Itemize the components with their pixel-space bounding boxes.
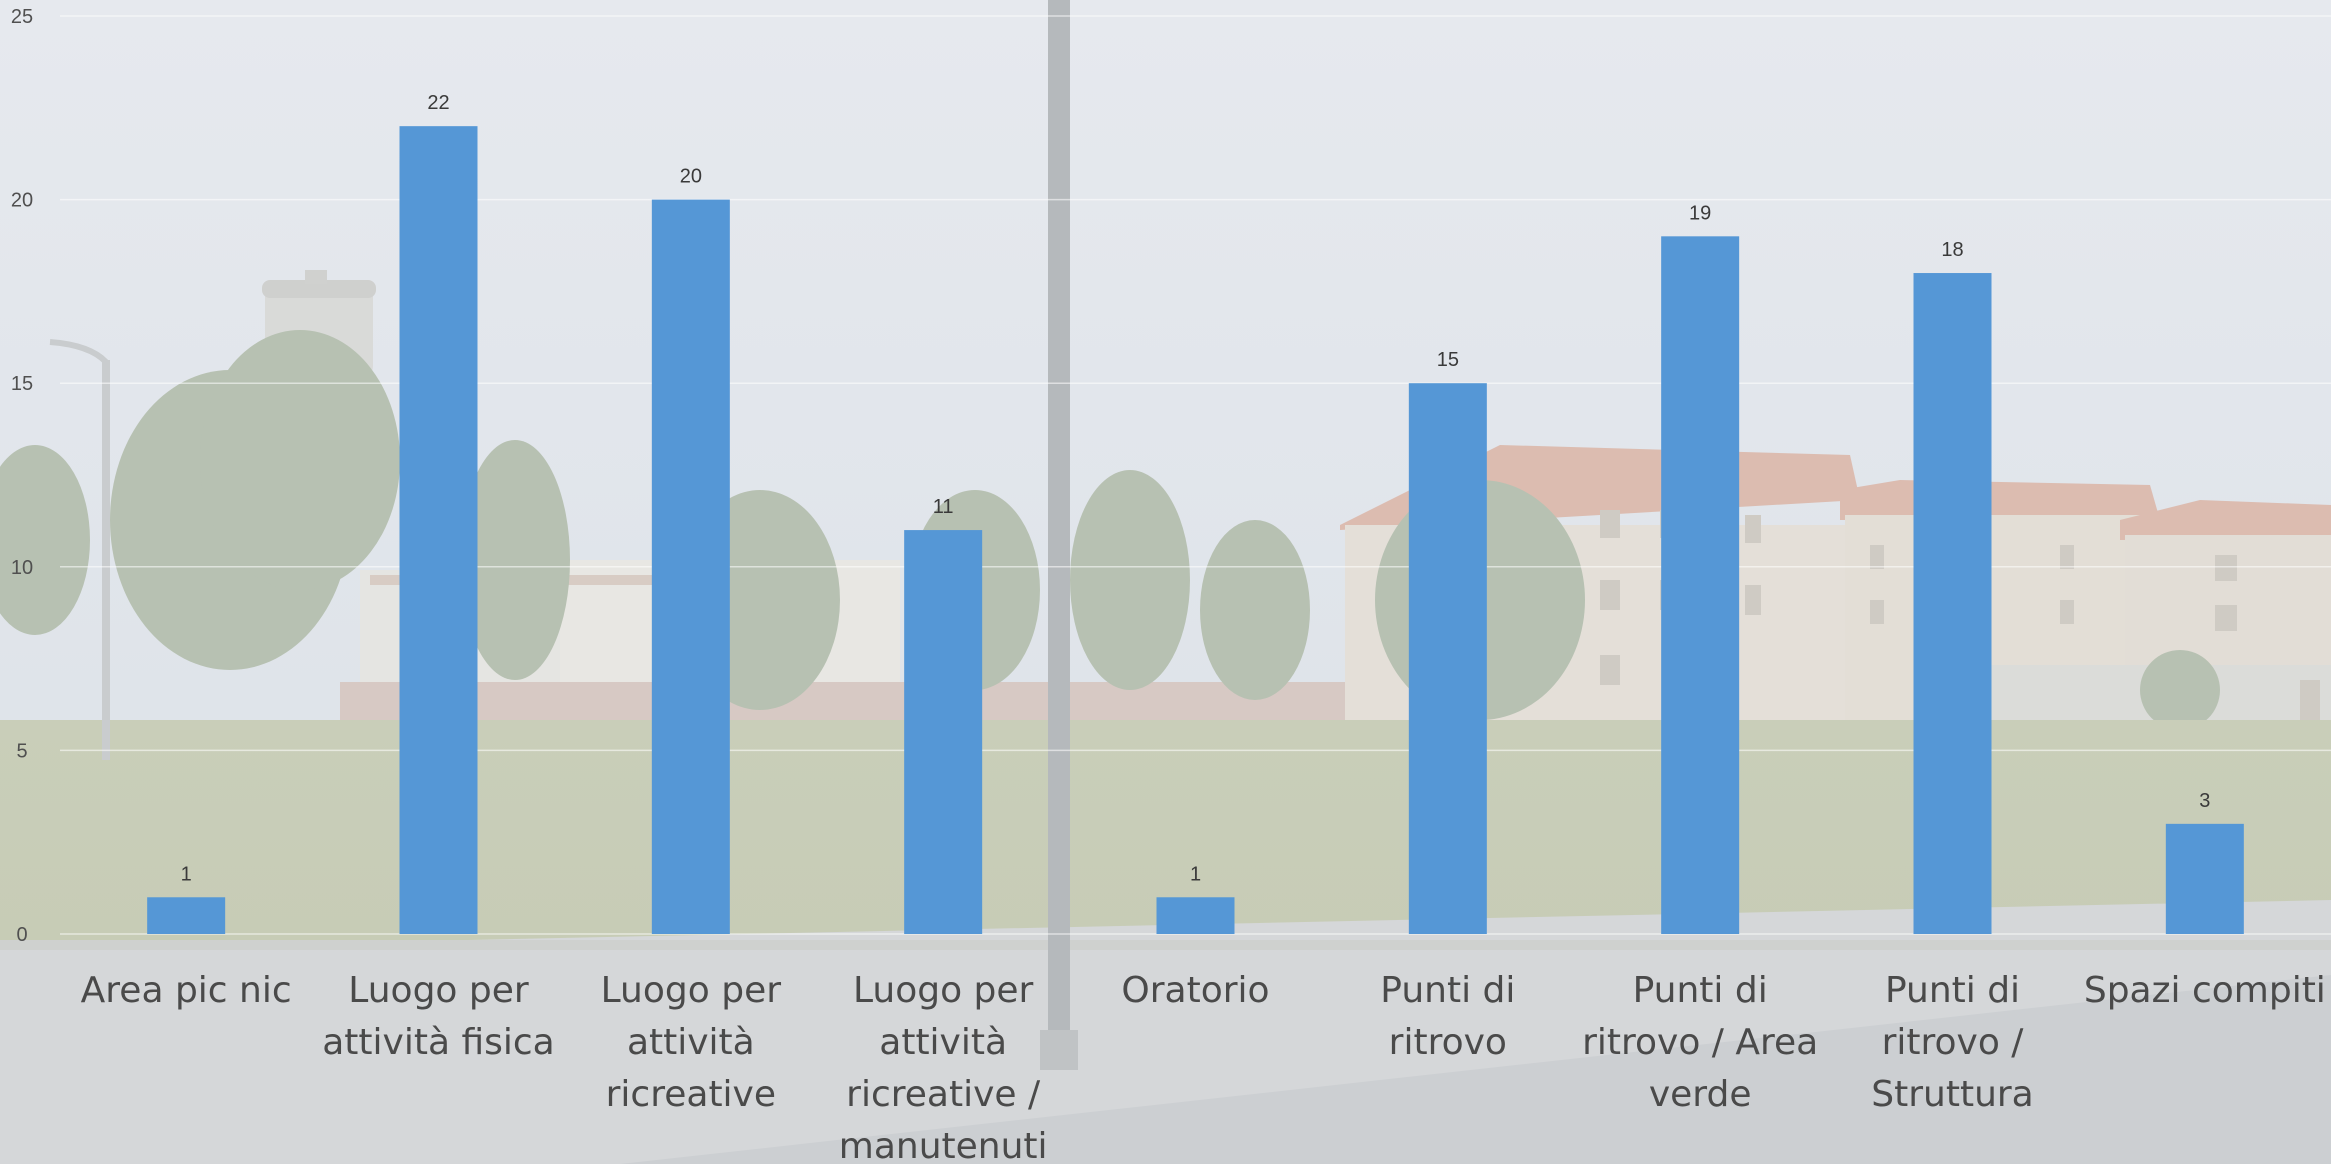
- category-label: Luogo per attività ricreative: [601, 970, 782, 1115]
- data-label: 18: [1941, 239, 1963, 261]
- category-label-line: ricreative /: [846, 1074, 1041, 1115]
- bar: [1408, 383, 1487, 934]
- category-label-line: Luogo per: [853, 970, 1034, 1011]
- y-tick-label: 25: [11, 6, 33, 28]
- category-label-line: attività fisica: [322, 1022, 555, 1063]
- category-label-line: ritrovo /: [1882, 1022, 2025, 1063]
- category-label-line: Luogo per: [348, 970, 529, 1011]
- category-label-line: Spazi compiti: [2084, 970, 2326, 1011]
- data-label: 15: [1437, 349, 1459, 371]
- category-label: Oratorio: [1121, 970, 1269, 1011]
- category-label: Area pic nic: [81, 970, 292, 1011]
- category-label-line: Oratorio: [1121, 970, 1269, 1011]
- data-label: 3: [2199, 790, 2210, 812]
- x-axis-labels: Area pic nic Luogo per attività fisicaLuog…: [81, 970, 2326, 1164]
- bar: [399, 126, 478, 934]
- category-label-line: attività: [627, 1022, 755, 1063]
- category-label: Punti di ritrovo / Struttura: [1871, 970, 2034, 1115]
- bar: [1661, 236, 1740, 934]
- category-label-line: Punti di: [1633, 970, 1768, 1011]
- bar: [651, 199, 730, 935]
- category-label-line: Area pic nic: [81, 970, 292, 1011]
- y-tick-label: 10: [11, 557, 33, 579]
- data-label: 1: [1190, 863, 1201, 885]
- category-label-line: attività: [879, 1022, 1007, 1063]
- bar: [1156, 897, 1235, 934]
- category-label-line: ricreative: [606, 1074, 776, 1115]
- bars: [147, 126, 2244, 935]
- data-label: 22: [427, 92, 449, 114]
- category-label: Luogo per attività ricreative / manutenuti: [839, 970, 1048, 1164]
- category-label-line: ritrovo / Area: [1582, 1022, 1818, 1063]
- category-label-line: Struttura: [1871, 1074, 2034, 1115]
- category-label-line: Punti di: [1885, 970, 2020, 1011]
- bar: [904, 530, 983, 934]
- category-label: Punti di ritrovo / Area verde: [1582, 970, 1818, 1115]
- data-label: 1: [181, 863, 192, 885]
- bar: [2165, 823, 2244, 934]
- y-tick-label: 5: [16, 740, 27, 762]
- category-label: Punti di ritrovo: [1380, 970, 1515, 1063]
- bar: [147, 897, 226, 934]
- bar: [1913, 273, 1992, 934]
- category-label-line: manutenuti: [839, 1126, 1048, 1164]
- y-tick-label: 20: [11, 190, 33, 212]
- y-axis-ticks: 0 5 10 15 20 25: [11, 6, 33, 946]
- category-label-line: verde: [1649, 1074, 1752, 1115]
- category-label-line: Luogo per: [601, 970, 782, 1011]
- category-label: Spazi compiti: [2084, 970, 2326, 1011]
- category-label-line: Punti di: [1380, 970, 1515, 1011]
- data-label: 19: [1689, 202, 1711, 224]
- category-label: Luogo per attività fisica: [322, 970, 555, 1063]
- y-tick-label: 0: [16, 924, 27, 946]
- data-label: 11: [933, 496, 954, 518]
- y-tick-label: 15: [11, 373, 33, 395]
- data-label: 20: [680, 166, 702, 188]
- category-label-line: ritrovo: [1389, 1022, 1507, 1063]
